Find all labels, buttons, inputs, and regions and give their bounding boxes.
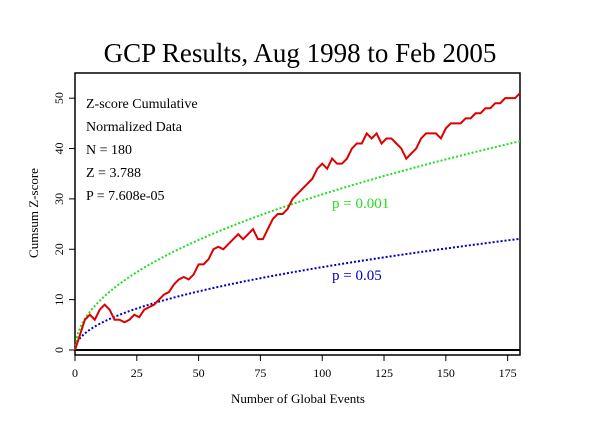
y-tick-label: 30 <box>52 193 66 205</box>
y-tick-label: 20 <box>52 243 66 255</box>
chart-title: GCP Results, Aug 1998 to Feb 2005 <box>104 38 497 68</box>
x-tick-label: 175 <box>499 366 517 380</box>
stats-line: P = 7.608e-05 <box>86 189 165 204</box>
p-0.001-label: p = 0.001 <box>332 196 389 212</box>
x-tick-label: 100 <box>313 366 331 380</box>
stats-block: Z-score Cumulative Normalized Data N = 180… <box>86 97 198 204</box>
x-tick-label: 50 <box>193 366 205 380</box>
x-tick-label: 25 <box>131 366 143 380</box>
p-0.001-curve <box>74 140 521 351</box>
y-tick-label: 50 <box>52 92 66 104</box>
y-axis-label: Cumsum Z-score <box>26 168 41 258</box>
y-tick-label: 10 <box>52 294 66 306</box>
stats-line: N = 180 <box>86 143 132 158</box>
y-tick-label: 0 <box>52 347 66 353</box>
stats-line: Z = 3.788 <box>86 166 141 181</box>
cumsum-z-line <box>74 92 521 351</box>
p-0.05-curve <box>74 237 521 351</box>
x-tick-label: 0 <box>72 366 78 380</box>
plot-frame <box>74 72 521 356</box>
stats-line: Z-score Cumulative <box>86 97 198 112</box>
x-axis-ticks: 0 25 50 75 100 125 150 175 <box>72 355 517 380</box>
x-axis-label: Number of Global Events <box>231 391 365 406</box>
p-0.05-label: p = 0.05 <box>332 268 382 284</box>
x-tick-label: 150 <box>437 366 455 380</box>
y-tick-label: 40 <box>52 143 66 155</box>
stats-line: Normalized Data <box>86 120 183 135</box>
x-tick-label: 75 <box>254 366 266 380</box>
x-tick-label: 125 <box>375 366 393 380</box>
y-axis-ticks: 0 10 20 30 40 50 <box>52 92 75 353</box>
